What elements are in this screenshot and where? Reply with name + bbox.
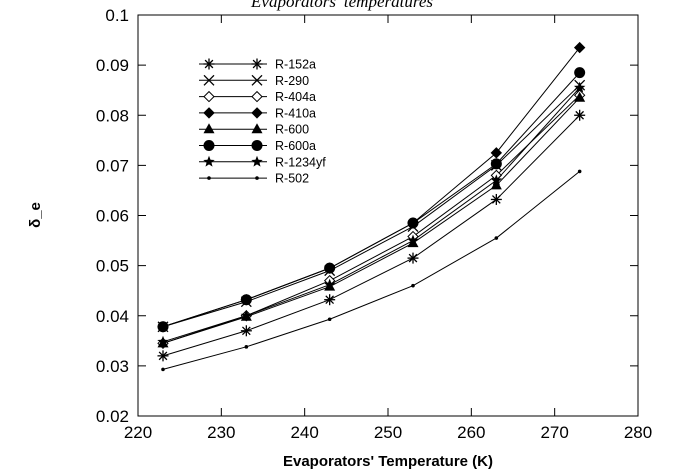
- data-point: [323, 278, 336, 290]
- series-r-410a: [157, 41, 586, 333]
- series-r-290: [157, 79, 586, 333]
- series-line-r-410a: [162, 47, 581, 328]
- legend-marker: [255, 176, 259, 180]
- x-tick-label: 230: [207, 423, 235, 442]
- legend-entry-r-152a: R-152a: [199, 58, 316, 72]
- series-line-r-152a: [162, 114, 581, 357]
- x-tick-label: 250: [374, 423, 402, 442]
- legend-marker: [207, 176, 211, 180]
- legend-entry-r-600: R-600: [199, 123, 309, 137]
- data-point: [157, 350, 169, 362]
- data-point: [574, 67, 586, 79]
- x-tick-label: 270: [540, 423, 568, 442]
- data-point: [490, 179, 502, 190]
- y-tick-label: 0.1: [105, 6, 129, 25]
- data-point: [573, 81, 586, 93]
- data-point: [407, 217, 419, 229]
- y-tick-label: 0.04: [96, 307, 129, 326]
- data-point: [244, 345, 249, 349]
- data-point: [494, 236, 499, 240]
- series-line-r-1234yf: [162, 87, 581, 343]
- y-tick-label: 0.06: [96, 207, 129, 226]
- legend-marker: [203, 58, 215, 70]
- data-point: [574, 91, 586, 102]
- legend-marker: [251, 123, 263, 134]
- legend-label: R-290: [275, 74, 309, 88]
- data-point: [240, 309, 253, 321]
- series-line-r-600: [162, 97, 581, 344]
- data-point: [327, 317, 332, 322]
- x-tick-label: 240: [290, 423, 318, 442]
- legend-entry-r-410a: R-410a: [199, 106, 316, 120]
- legend-marker: [203, 123, 215, 134]
- data-point: [240, 294, 252, 306]
- legend-marker: [251, 107, 263, 119]
- legend-entry-r-502: R-502: [199, 172, 309, 186]
- data-point: [577, 169, 582, 174]
- data-point: [157, 321, 169, 333]
- legend-entry-r-600a: R-600a: [199, 139, 316, 153]
- y-tick-label: 0.03: [96, 357, 129, 376]
- data-point: [490, 147, 503, 159]
- legend-marker: [251, 74, 263, 86]
- legend-marker: [251, 155, 263, 167]
- y-tick-label: 0.08: [96, 106, 129, 125]
- legend-entry-r-290: R-290: [199, 74, 309, 88]
- legend-marker: [203, 107, 215, 119]
- legend-marker: [203, 155, 215, 167]
- series-r-502: [161, 169, 582, 372]
- legend-label: R-404a: [275, 90, 316, 104]
- legend-label: R-502: [275, 172, 309, 186]
- series-line-r-502: [162, 170, 580, 370]
- legend-label: R-1234yf: [275, 155, 326, 169]
- x-tick-label: 280: [624, 423, 652, 442]
- series-r-152a: [157, 109, 586, 362]
- legend-marker: [203, 140, 215, 151]
- y-tick-label: 0.05: [96, 257, 129, 276]
- legend-marker: [251, 140, 263, 151]
- legend-label: R-410a: [275, 106, 316, 120]
- legend-label: R-152a: [275, 58, 316, 72]
- y-tick-label: 0.02: [96, 407, 129, 426]
- chart-title: Evaporators' temperatures: [250, 0, 433, 11]
- series-layer: [157, 41, 586, 372]
- x-tick-label: 220: [124, 423, 152, 442]
- data-point: [490, 193, 502, 205]
- series-line-r-600a: [162, 72, 581, 328]
- x-axis-label: Evaporators' Temperature (K): [283, 453, 493, 470]
- legend-marker: [203, 90, 215, 103]
- data-point: [407, 252, 419, 264]
- data-point: [574, 109, 586, 121]
- y-axis-label: δ_e: [27, 202, 44, 228]
- legend-marker: [203, 74, 215, 86]
- series-r-600a: [157, 67, 586, 333]
- data-point: [324, 294, 336, 306]
- data-point: [411, 283, 415, 288]
- data-point: [490, 174, 503, 186]
- legend-marker: [251, 58, 263, 70]
- legend-label: R-600: [275, 123, 309, 137]
- axis-ticks: [138, 15, 638, 416]
- legend-entry-r-1234yf: R-1234yf: [199, 155, 326, 169]
- data-point: [490, 158, 502, 170]
- series-r-1234yf: [157, 81, 586, 347]
- series-line-r-290: [162, 84, 581, 328]
- data-point: [407, 234, 419, 246]
- data-point: [573, 41, 586, 54]
- legend-label: R-600a: [275, 139, 316, 153]
- legend-marker: [251, 90, 263, 103]
- y-tick-label: 0.07: [96, 156, 129, 175]
- x-tick-label: 260: [457, 423, 485, 442]
- data-point: [157, 335, 169, 347]
- legend-entry-r-404a: R-404a: [199, 90, 316, 104]
- tick-labels: 220 230 240 250 260 270 280 0.02 0.03 0.04 0.05 0.0…: [96, 6, 652, 442]
- y-tick-label: 0.09: [96, 56, 129, 75]
- legend: R-152a R-290 R-404a R-410a R-600 R-600a R-1234…: [199, 58, 326, 186]
- data-point: [161, 367, 165, 372]
- data-point: [324, 262, 336, 274]
- data-point: [240, 325, 252, 337]
